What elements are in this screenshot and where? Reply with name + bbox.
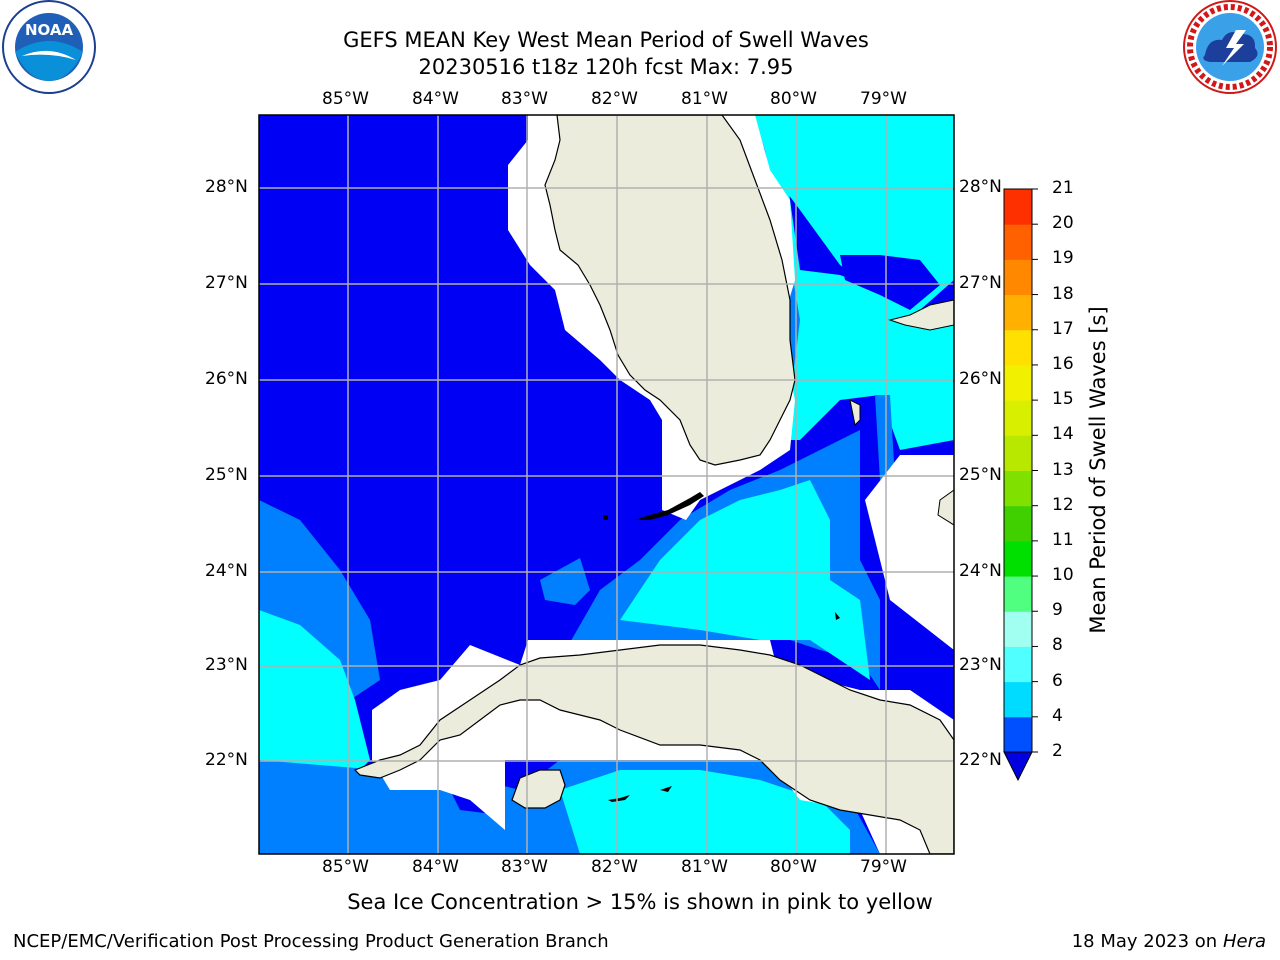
lat-label-left: 26°N xyxy=(205,369,248,389)
chart-title: GEFS MEAN Key West Mean Period of Swell … xyxy=(343,28,869,52)
colorbar-segment xyxy=(1004,646,1032,683)
noaa-logo-text: NOAA xyxy=(25,21,74,39)
map-frame xyxy=(258,114,955,855)
colorbar-segment xyxy=(1004,505,1032,542)
lon-label-bottom: 84°W xyxy=(412,857,459,877)
colorbar-segment xyxy=(1004,716,1032,753)
colorbar xyxy=(1003,188,1038,782)
colorbar-segment xyxy=(1004,329,1032,366)
colorbar-segment xyxy=(1004,294,1032,331)
lon-label-top: 81°W xyxy=(681,89,728,109)
lon-label-bottom: 85°W xyxy=(322,857,369,877)
colorbar-tick-label: 20 xyxy=(1052,213,1074,234)
lat-label-right: 26°N xyxy=(959,369,1002,389)
sea-ice-note: Sea Ice Concentration > 15% is shown in … xyxy=(347,890,933,914)
lat-label-right: 27°N xyxy=(959,273,1002,293)
lon-label-bottom: 82°W xyxy=(591,857,638,877)
machine-name: Hera xyxy=(1222,931,1266,952)
colorbar-tick-label: 19 xyxy=(1052,248,1074,269)
lat-label-right: 28°N xyxy=(959,177,1002,197)
lon-label-top: 82°W xyxy=(591,89,638,109)
colorbar-tick-label: 14 xyxy=(1052,424,1074,445)
colorbar-tick-label: 6 xyxy=(1052,670,1063,691)
lon-label-bottom: 81°W xyxy=(681,857,728,877)
colorbar-segment xyxy=(1004,435,1032,471)
lat-label-left: 22°N xyxy=(205,750,248,770)
colorbar-tick-label: 9 xyxy=(1052,600,1063,621)
colorbar-title: Mean Period of Swell Waves [s] xyxy=(1086,306,1110,634)
lat-label-left: 25°N xyxy=(205,465,248,485)
lat-label-right: 24°N xyxy=(959,561,1002,581)
colorbar-tick-label: 16 xyxy=(1052,353,1074,374)
lon-label-bottom: 83°W xyxy=(501,857,548,877)
chart-subtitle: 20230516 t18z 120h fcst Max: 7.95 xyxy=(418,55,794,79)
lon-label-top: 85°W xyxy=(322,89,369,109)
lon-label-top: 83°W xyxy=(501,89,548,109)
credit-text: NCEP/EMC/Verification Post Processing Pr… xyxy=(13,931,609,952)
colorbar-segment xyxy=(1004,224,1032,260)
colorbar-segment xyxy=(1004,470,1032,507)
graticule xyxy=(259,115,954,854)
colorbar-tick-label: 13 xyxy=(1052,459,1074,480)
colorbar-segment xyxy=(1004,364,1032,401)
lon-label-top: 79°W xyxy=(860,89,907,109)
lat-label-right: 23°N xyxy=(959,655,1002,675)
swell-period-field xyxy=(259,115,954,854)
date-stamp: 18 May 2023 on Hera xyxy=(1072,931,1266,952)
lat-label-right: 22°N xyxy=(959,750,1002,770)
colorbar-tick-label: 12 xyxy=(1052,494,1074,515)
noaa-logo-icon: NOAA xyxy=(2,0,96,94)
lon-label-bottom: 79°W xyxy=(860,857,907,877)
colorbar-tick-label: 21 xyxy=(1052,178,1074,198)
colorbar-segment xyxy=(1004,681,1032,718)
nws-logo-icon xyxy=(1183,0,1277,94)
date-text: 18 May 2023 on xyxy=(1071,931,1218,952)
colorbar-tick-label: 10 xyxy=(1052,565,1074,586)
colorbar-tick-label: 2 xyxy=(1052,741,1063,761)
colorbar-segment xyxy=(1004,611,1032,647)
colorbar-tick-label: 18 xyxy=(1052,283,1074,304)
colorbar-segment xyxy=(1004,400,1032,436)
lat-label-left: 28°N xyxy=(205,177,248,197)
lon-label-bottom: 80°W xyxy=(770,857,817,877)
colorbar-tick-label: 4 xyxy=(1052,705,1063,726)
colorbar-extend-arrow xyxy=(1003,751,1033,782)
colorbar-tick-label: 11 xyxy=(1052,529,1074,550)
lat-label-left: 24°N xyxy=(205,561,248,581)
colorbar-segment xyxy=(1004,259,1032,296)
colorbar-tick-label: 17 xyxy=(1052,318,1074,339)
colorbar-segment xyxy=(1004,540,1032,577)
lon-label-top: 80°W xyxy=(770,89,817,109)
lat-label-left: 27°N xyxy=(205,273,248,293)
colorbar-segment xyxy=(1004,189,1032,225)
lon-label-top: 84°W xyxy=(412,89,459,109)
lat-label-left: 23°N xyxy=(205,655,248,675)
colorbar-segment xyxy=(1004,576,1032,612)
lat-label-right: 25°N xyxy=(959,465,1002,485)
colorbar-tick-label: 8 xyxy=(1052,635,1063,656)
colorbar-tick-label: 15 xyxy=(1052,389,1074,410)
